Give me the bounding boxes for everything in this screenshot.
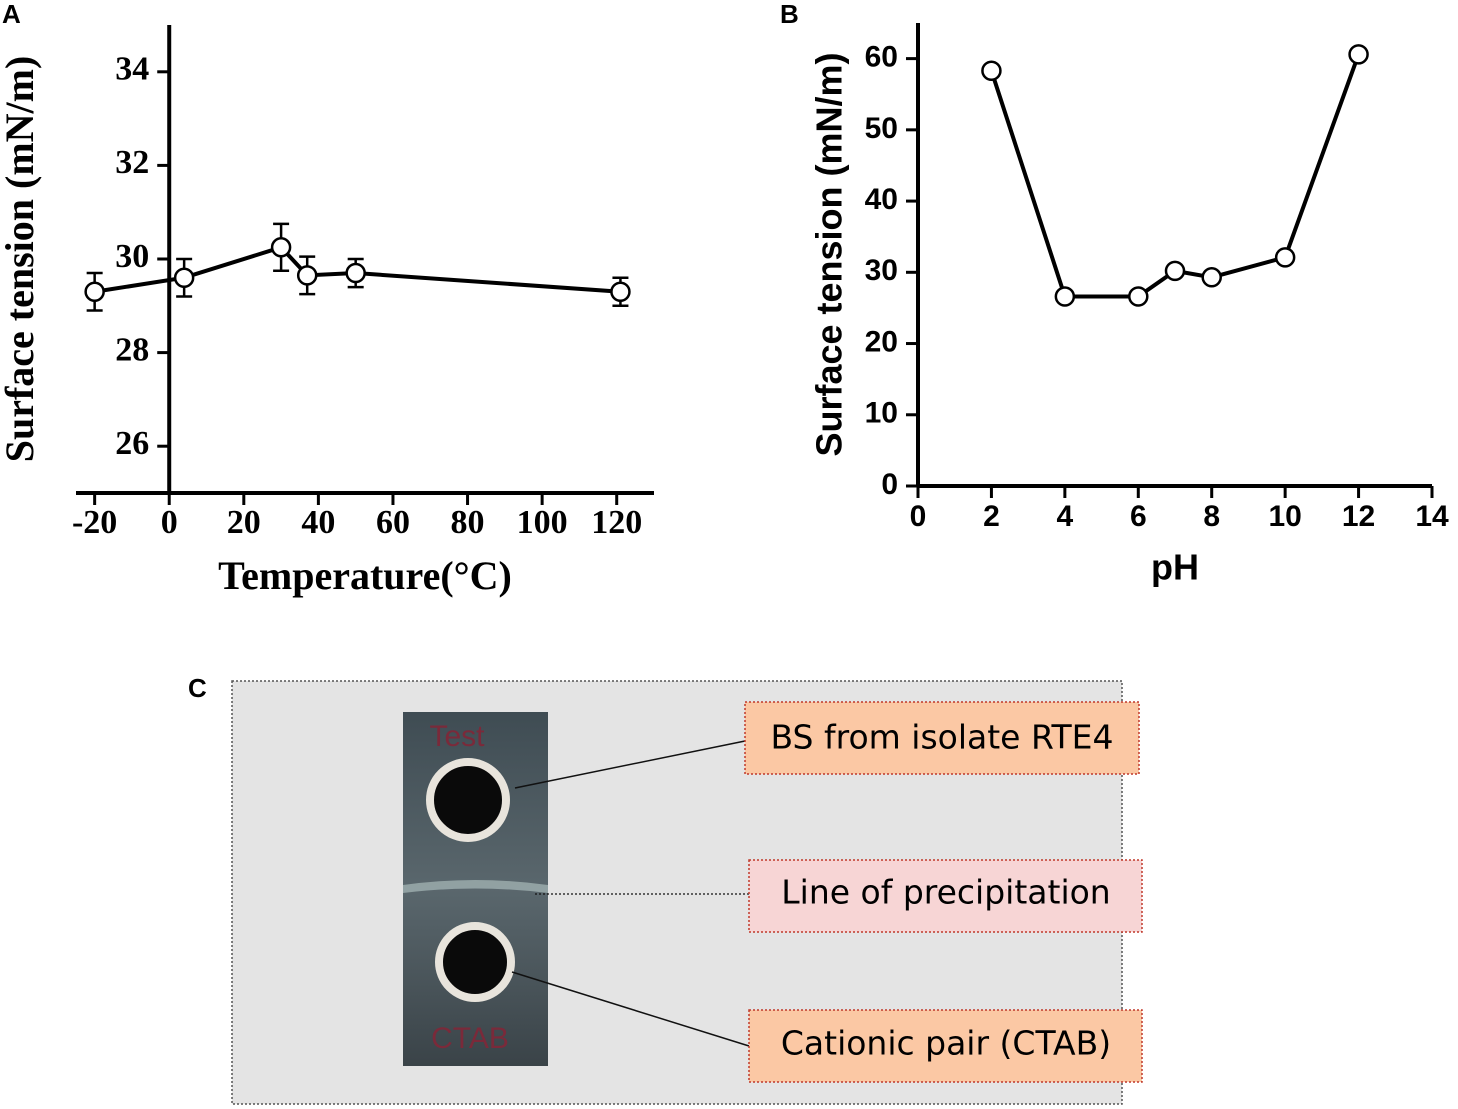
x-tick-label: -20 [72,504,117,541]
connector [514,740,746,789]
x-tick-label: 10 [1268,500,1301,533]
annotation-box [744,701,1140,775]
annotation-box [748,859,1143,933]
x-tick-label: 0 [161,504,178,541]
panel-label: B [780,0,799,29]
connector [511,971,750,1047]
line [989,53,1361,299]
y-axis-label: Surface tension (mN/m) [809,52,850,456]
well [435,922,515,1002]
annotation: Cationic pair (CTAB) [781,1024,1111,1063]
y-axis-label: Surface tension (mN/m) [0,56,42,463]
marker [345,262,366,284]
y-tick-label: 34 [115,51,149,88]
annotation: Line of precipitation [781,873,1110,912]
x-axis-label: pH [1151,547,1199,588]
x-tick-label: 8 [1203,500,1220,533]
marker [1201,267,1222,288]
x-tick-label: 6 [1130,500,1147,533]
x-tick-label: 12 [1342,500,1375,533]
marker [1054,286,1076,307]
marker [981,60,1002,81]
y-tick-label: 26 [115,425,149,462]
y-tick-label: 20 [865,325,898,358]
y-tick-label: 10 [865,397,898,430]
well [426,758,510,842]
x-tick-label: 100 [517,504,568,541]
x-tick-label: 120 [591,504,642,541]
annotation-box [748,1009,1143,1083]
panel-label: A [2,0,21,29]
marker [610,281,631,303]
panel-c: C Test CTAB BS from isolate RTE4 Line of… [188,673,1143,1105]
x-axis-label: Temperature(°C) [218,553,512,598]
x-tick-label: 14 [1415,500,1449,533]
x-tick-label: 2 [983,500,1000,533]
y-tick-label: 40 [865,183,898,216]
marker [84,281,105,303]
line [94,245,621,294]
y-tick-label: 60 [865,41,898,74]
marker [1348,44,1369,65]
x-tick-label: 0 [910,500,927,533]
y-tick-label: 32 [115,144,149,181]
x-tick-label: 4 [1057,500,1074,533]
marker [270,237,292,258]
annotation: BS from isolate RTE4 [771,718,1114,757]
y-tick-label: 0 [881,468,898,501]
panel-label: C [188,673,207,703]
y-tick-label: 28 [115,331,149,368]
x-tick-label: 60 [376,504,410,541]
y-tick-label: 30 [115,238,149,275]
marker [173,267,195,288]
marker [1128,286,1149,307]
precipitation-line [403,880,548,893]
marker [1164,260,1186,282]
x-tick-label: 40 [301,504,335,541]
photo-text: Test [429,720,485,753]
marker [1274,247,1296,268]
x-tick-label: 20 [227,504,261,541]
photo-text: CTAB [431,1022,509,1055]
x-tick-label: 80 [451,504,485,541]
marker [296,265,318,286]
y-tick-label: 50 [865,112,898,145]
y-tick-label: 30 [865,254,898,287]
